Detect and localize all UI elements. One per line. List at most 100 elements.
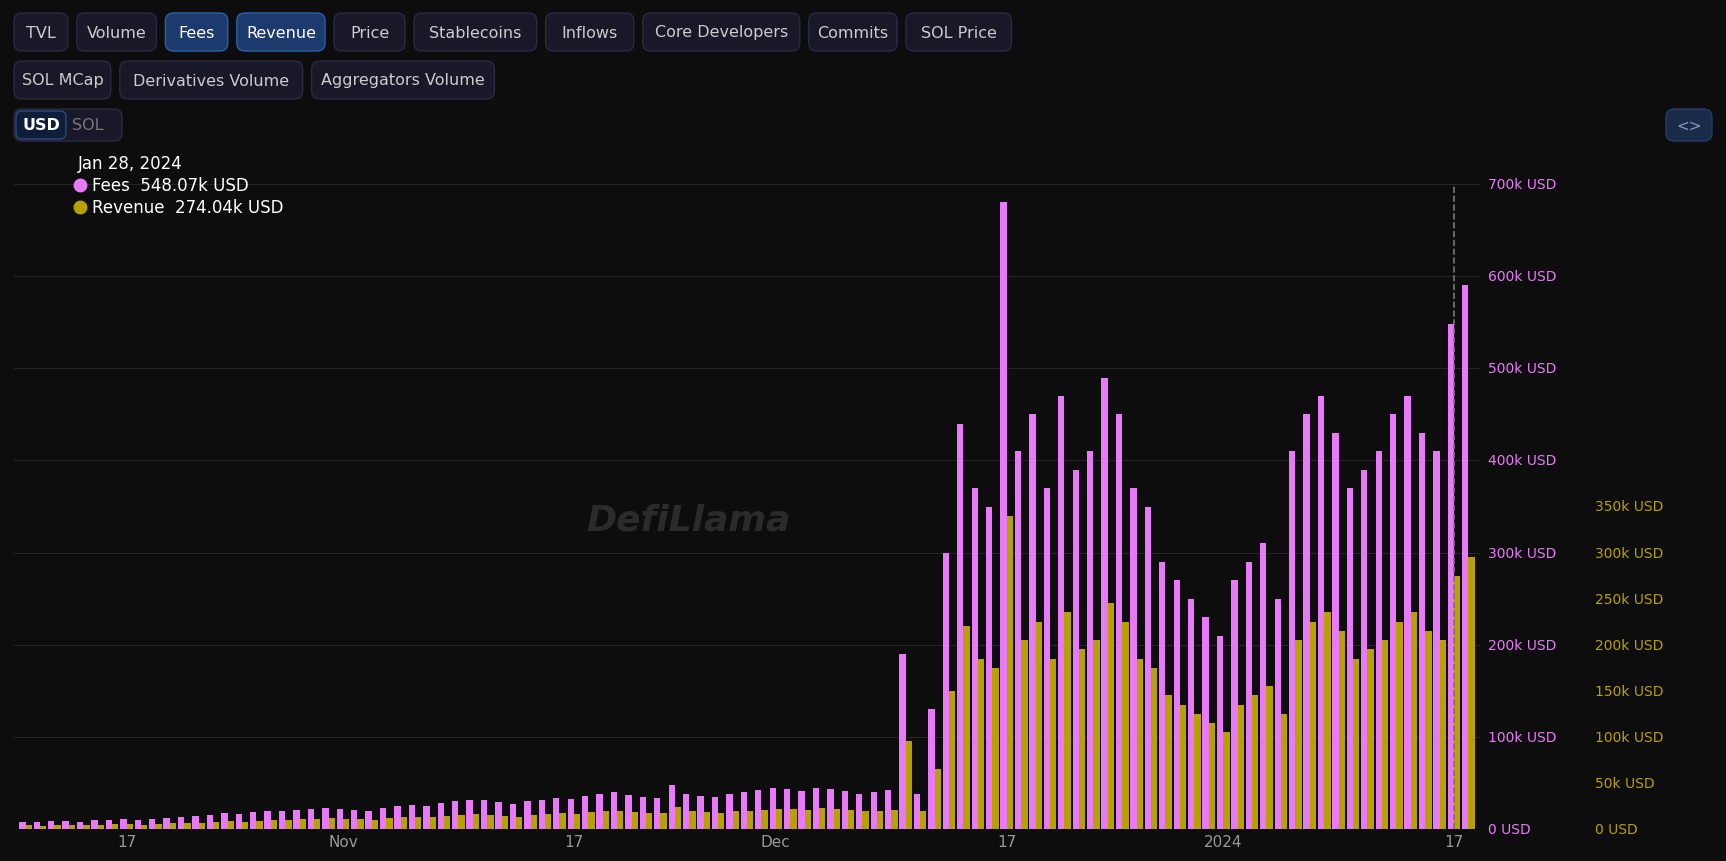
Bar: [986, 507, 992, 829]
Bar: [640, 796, 646, 829]
Text: Inflows: Inflows: [561, 26, 618, 40]
Bar: [328, 819, 335, 829]
Bar: [618, 810, 623, 829]
Bar: [350, 809, 357, 829]
FancyBboxPatch shape: [642, 14, 799, 52]
Bar: [582, 796, 589, 829]
Bar: [1101, 378, 1108, 829]
Bar: [423, 806, 430, 829]
Bar: [1079, 649, 1086, 829]
Bar: [1093, 641, 1099, 829]
Text: 200k USD: 200k USD: [1488, 638, 1557, 652]
Bar: [91, 821, 98, 829]
Bar: [459, 815, 464, 829]
Bar: [654, 798, 661, 829]
Bar: [747, 810, 753, 829]
Text: 100k USD: 100k USD: [1595, 730, 1664, 744]
Bar: [1087, 452, 1093, 829]
Bar: [242, 821, 249, 829]
FancyBboxPatch shape: [14, 110, 123, 142]
Bar: [1203, 617, 1208, 829]
Bar: [198, 822, 205, 829]
Text: SOL MCap: SOL MCap: [21, 73, 104, 89]
Bar: [1029, 415, 1036, 829]
Bar: [668, 785, 675, 829]
Text: 50k USD: 50k USD: [1595, 776, 1655, 790]
Bar: [740, 792, 747, 829]
Bar: [559, 814, 566, 829]
Bar: [280, 810, 285, 829]
Bar: [1324, 613, 1331, 829]
Bar: [271, 821, 278, 829]
Bar: [169, 823, 176, 829]
Bar: [1151, 668, 1158, 829]
Bar: [1353, 659, 1360, 829]
Bar: [78, 821, 83, 829]
Text: 0 USD: 0 USD: [1488, 822, 1531, 836]
Bar: [307, 808, 314, 829]
Text: SOL: SOL: [72, 118, 104, 133]
Bar: [1469, 558, 1474, 829]
Bar: [155, 824, 162, 829]
Text: 300k USD: 300k USD: [1595, 546, 1664, 560]
Bar: [754, 790, 761, 829]
Bar: [495, 802, 502, 829]
Bar: [452, 802, 459, 829]
Bar: [870, 792, 877, 829]
Bar: [1181, 705, 1186, 829]
Bar: [602, 812, 609, 829]
FancyBboxPatch shape: [312, 62, 494, 100]
Bar: [1015, 452, 1022, 829]
Bar: [48, 821, 55, 829]
Bar: [589, 813, 595, 829]
Bar: [83, 826, 90, 829]
Bar: [178, 817, 185, 829]
Bar: [1137, 659, 1143, 829]
Bar: [891, 809, 898, 829]
Bar: [661, 814, 666, 829]
Bar: [820, 808, 825, 829]
Bar: [1260, 544, 1267, 829]
Bar: [19, 821, 26, 829]
Bar: [250, 813, 257, 829]
Bar: [126, 824, 133, 829]
Text: Derivatives Volume: Derivatives Volume: [133, 73, 290, 89]
Bar: [323, 808, 328, 829]
Bar: [1165, 696, 1172, 829]
Bar: [1208, 723, 1215, 829]
Bar: [530, 815, 537, 829]
Bar: [784, 790, 791, 829]
Bar: [632, 812, 639, 829]
Bar: [1448, 325, 1453, 829]
Bar: [804, 810, 811, 829]
Text: <>: <>: [1676, 118, 1702, 133]
Bar: [697, 796, 704, 829]
Bar: [466, 800, 473, 829]
Bar: [1044, 488, 1049, 829]
Text: Fees: Fees: [178, 26, 214, 40]
Bar: [863, 812, 868, 829]
Bar: [1367, 649, 1374, 829]
Text: Jan 28, 2024: Jan 28, 2024: [78, 155, 183, 173]
Bar: [958, 424, 963, 829]
FancyBboxPatch shape: [1666, 110, 1712, 142]
Bar: [777, 808, 782, 829]
Bar: [885, 790, 891, 829]
Bar: [264, 812, 271, 829]
Bar: [545, 815, 551, 829]
Bar: [1115, 415, 1122, 829]
Text: 200k USD: 200k USD: [1595, 638, 1664, 652]
FancyBboxPatch shape: [545, 14, 633, 52]
Bar: [1319, 396, 1324, 829]
Bar: [55, 825, 60, 829]
Bar: [516, 816, 523, 829]
Bar: [1433, 452, 1439, 829]
Bar: [1405, 396, 1410, 829]
Bar: [285, 820, 292, 829]
Bar: [972, 488, 979, 829]
Bar: [212, 822, 219, 829]
Text: 600k USD: 600k USD: [1488, 269, 1557, 284]
Bar: [834, 809, 841, 829]
Bar: [293, 809, 300, 829]
Bar: [409, 805, 416, 829]
